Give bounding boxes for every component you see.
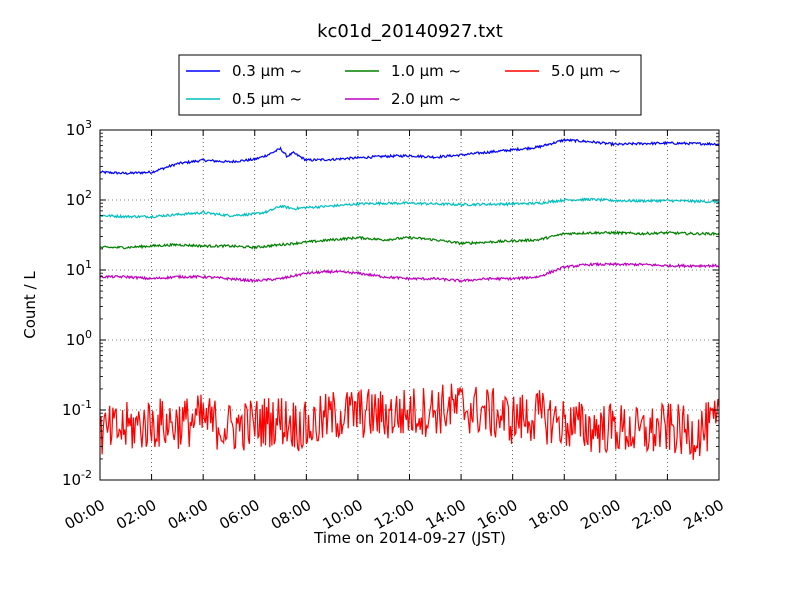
y-axis-label: Count / L (21, 271, 39, 339)
legend-label: 0.3 μm ~ (232, 62, 302, 80)
x-axis-label: Time on 2014-09-27 (JST) (313, 529, 506, 547)
series-line (99, 383, 720, 460)
chart-title: kc01d_20140927.txt (317, 21, 503, 42)
plot-frame (99, 129, 720, 481)
series-line (99, 230, 720, 250)
legend-label: 2.0 μm ~ (391, 90, 461, 108)
y-tick-label: 103 (66, 118, 92, 139)
legend-label: 1.0 μm ~ (391, 62, 461, 80)
y-tick-label: 100 (66, 328, 92, 349)
series-line (99, 138, 720, 175)
y-tick-label: 10-2 (62, 468, 92, 489)
legend-label: 0.5 μm ~ (232, 90, 302, 108)
legend-frame (178, 54, 642, 116)
legend-label: 5.0 μm ~ (551, 62, 621, 80)
y-tick-label: 102 (66, 188, 92, 209)
series-layer (99, 138, 720, 460)
series-line (99, 261, 720, 284)
y-tick-label: 101 (66, 258, 92, 279)
series-line (99, 197, 720, 219)
legend: 0.3 μm ~ 0.5 μm ~ 1.0 μm ~ 2.0 μm ~ 5.0 μm ~ (178, 54, 642, 116)
y-tick-label: 10-1 (62, 398, 92, 419)
